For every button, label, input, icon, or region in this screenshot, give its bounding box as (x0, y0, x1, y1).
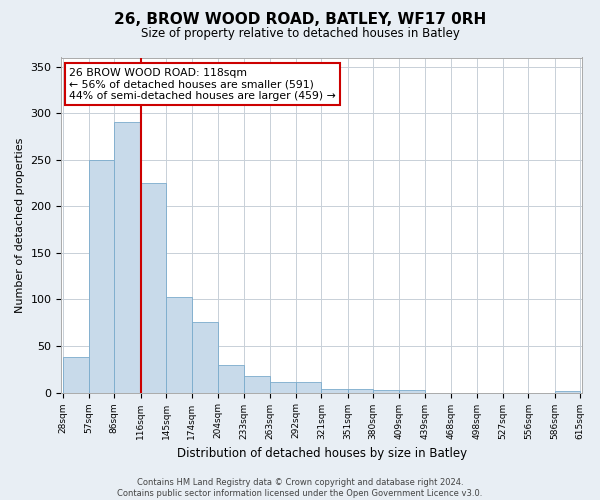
Bar (166, 296, 192, 392)
Bar (399, 390, 425, 392)
Bar (63, 357, 89, 392)
Bar (114, 122, 140, 392)
Bar (218, 364, 244, 392)
Bar (296, 382, 321, 392)
Bar (348, 389, 373, 392)
Text: 26, BROW WOOD ROAD, BATLEY, WF17 0RH: 26, BROW WOOD ROAD, BATLEY, WF17 0RH (114, 12, 486, 28)
Bar (373, 390, 399, 392)
Bar (270, 382, 296, 392)
Bar (192, 322, 218, 392)
Text: Contains HM Land Registry data © Crown copyright and database right 2024.
Contai: Contains HM Land Registry data © Crown c… (118, 478, 482, 498)
Bar (89, 160, 114, 392)
Y-axis label: Number of detached properties: Number of detached properties (15, 138, 25, 312)
Bar (140, 183, 166, 392)
X-axis label: Distribution of detached houses by size in Batley: Distribution of detached houses by size … (176, 447, 467, 460)
Bar (555, 390, 580, 392)
Bar (321, 389, 348, 392)
Bar (244, 376, 270, 392)
Text: Size of property relative to detached houses in Batley: Size of property relative to detached ho… (140, 28, 460, 40)
Text: 26 BROW WOOD ROAD: 118sqm
← 56% of detached houses are smaller (591)
44% of semi: 26 BROW WOOD ROAD: 118sqm ← 56% of detac… (69, 68, 336, 101)
